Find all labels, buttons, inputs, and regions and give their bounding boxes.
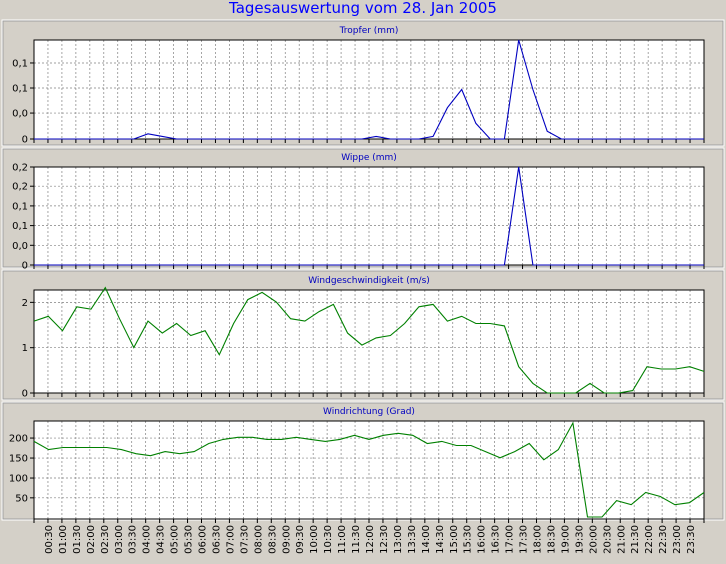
x-tick-label: 08:00 bbox=[253, 525, 264, 554]
y-tick-label: 100 bbox=[9, 474, 28, 485]
y-tick-label: 50 bbox=[15, 493, 28, 504]
x-tick-label: 19:00 bbox=[560, 525, 571, 554]
panel-frame bbox=[1, 147, 725, 269]
x-tick-label: 13:30 bbox=[407, 525, 418, 554]
x-tick-label: 13:00 bbox=[393, 525, 404, 554]
y-tick-label: 0,1 bbox=[12, 58, 28, 69]
chart-title: Windrichtung (Grad) bbox=[323, 407, 415, 417]
x-tick-label: 14:00 bbox=[421, 525, 432, 554]
y-tick-label: 0,1 bbox=[12, 84, 28, 95]
y-tick-label: 0 bbox=[22, 135, 28, 146]
panel-frame-inner bbox=[2, 20, 724, 146]
plot-border bbox=[33, 39, 705, 140]
x-tick-label: 03:30 bbox=[128, 525, 139, 554]
x-tick-label: 10:30 bbox=[323, 525, 334, 554]
x-tick-label: 04:00 bbox=[142, 525, 153, 554]
x-tick-label: 22:00 bbox=[644, 525, 655, 554]
x-tick-label: 09:30 bbox=[295, 525, 306, 554]
x-tick-label: 11:30 bbox=[351, 525, 362, 554]
x-tick-label: 16:30 bbox=[491, 525, 502, 554]
x-tick-label: 07:00 bbox=[225, 525, 236, 554]
x-tick-label: 10:00 bbox=[309, 525, 320, 554]
series-line bbox=[34, 39, 704, 140]
x-tick-label: 15:30 bbox=[463, 525, 474, 554]
x-tick-label: 02:00 bbox=[86, 525, 97, 554]
y-tick-label: 150 bbox=[9, 454, 28, 465]
x-tick-label: 04:30 bbox=[156, 525, 167, 554]
x-tick-label: 16:00 bbox=[477, 525, 488, 554]
chart-title: Tropfer (mm) bbox=[339, 26, 399, 36]
x-tick-label: 06:00 bbox=[198, 525, 209, 554]
x-tick-label: 09:00 bbox=[281, 525, 292, 554]
page-title: Tagesauswertung vom 28. Jan 2005 bbox=[229, 0, 497, 17]
y-tick-label: 0 bbox=[22, 261, 28, 272]
chart-panel-4: Windrichtung (Grad) 50 100 150 200 bbox=[1, 401, 725, 523]
x-tick-label: 17:30 bbox=[519, 525, 530, 554]
x-tick-label: 22:30 bbox=[658, 525, 669, 554]
x-tick-label: 08:30 bbox=[267, 525, 278, 554]
x-tick-label: 06:30 bbox=[212, 525, 223, 554]
series-line bbox=[33, 421, 705, 518]
chart-title: Wippe (mm) bbox=[341, 153, 397, 163]
panel-frame bbox=[1, 269, 725, 401]
x-tick-label: 21:30 bbox=[630, 525, 641, 554]
y-tick-label: 0 bbox=[22, 389, 28, 400]
x-tick-label: 23:00 bbox=[672, 525, 683, 554]
x-tick-label: 12:00 bbox=[365, 525, 376, 554]
x-tick-label: 17:00 bbox=[505, 525, 516, 554]
y-tick-label: 0,0 bbox=[12, 109, 28, 120]
x-tick-label: 20:30 bbox=[602, 525, 613, 554]
x-tick-label: 18:30 bbox=[547, 525, 558, 554]
x-tick-label: 01:00 bbox=[58, 525, 69, 554]
chart-panel-1: Tropfer (mm) 0 0,0 0,1 0,1 bbox=[1, 19, 725, 147]
x-tick-label: 05:30 bbox=[184, 525, 195, 554]
x-tick-label: 20:00 bbox=[588, 525, 599, 554]
x-tick-label: 01:30 bbox=[72, 525, 83, 554]
x-tick-label: 15:00 bbox=[449, 525, 460, 554]
y-tick-label: 200 bbox=[9, 434, 28, 445]
x-tick-label: 05:00 bbox=[170, 525, 181, 554]
x-tick-label: 00:30 bbox=[44, 525, 55, 554]
panel-frame-inner bbox=[2, 270, 724, 400]
series-line bbox=[34, 166, 704, 266]
panel-frame-inner bbox=[2, 148, 724, 268]
x-tick-label: 18:00 bbox=[533, 525, 544, 554]
y-tick-label: 2 bbox=[22, 298, 28, 309]
y-tick-label: 0,2 bbox=[12, 163, 28, 174]
x-tick-label: 21:00 bbox=[616, 525, 627, 554]
x-tick-label: 11:00 bbox=[337, 525, 348, 554]
x-tick-label: 03:00 bbox=[114, 525, 125, 554]
x-tick-label: 19:30 bbox=[574, 525, 585, 554]
chart-panel-3: Windgeschwindigkeit (m/s) 0 1 2 bbox=[1, 269, 725, 401]
x-tick-label: 12:30 bbox=[379, 525, 390, 554]
y-tick-label: 0,0 bbox=[12, 241, 28, 252]
plot-border bbox=[33, 289, 705, 394]
series-line bbox=[33, 286, 705, 394]
plot-border bbox=[33, 420, 705, 520]
x-tick-label: 23:30 bbox=[686, 525, 697, 554]
x-tick-label: 07:30 bbox=[239, 525, 250, 554]
y-tick-label: 1 bbox=[22, 343, 28, 354]
panel-frame bbox=[1, 19, 725, 147]
y-tick-label: 0,1 bbox=[12, 221, 28, 232]
panel-frame bbox=[1, 401, 725, 521]
x-tick-label: 02:30 bbox=[100, 525, 111, 554]
x-tick-label: 14:30 bbox=[435, 525, 446, 554]
chart-title: Windgeschwindigkeit (m/s) bbox=[308, 276, 430, 286]
y-tick-label: 0,1 bbox=[12, 201, 28, 212]
y-tick-label: 0,2 bbox=[12, 182, 28, 193]
chart-panel-2: Wippe (mm) 0 0,0 0,1 0,1 0,2 0,2 bbox=[1, 147, 725, 272]
